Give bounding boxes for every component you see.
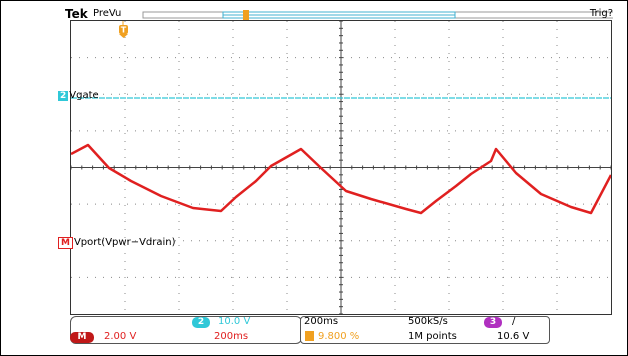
acquisition-mode: PreVu [93,8,122,19]
vertical-readout-panel [70,316,302,344]
sample-rate: 500kS/s [408,316,448,327]
ch2-label[interactable]: 2 Vgate [58,90,99,101]
svg-text:T: T [121,26,127,35]
trigger-status: Trig? [589,8,613,19]
ch2-scale: 10.0 V [218,316,251,327]
math-label[interactable]: M Vport(Vpwr−Vdrain) [58,237,176,249]
top-status-bar: Tek PreVu Trig? [65,7,613,22]
math-badge: M [58,237,73,249]
ch2-scale-chip[interactable]: 2 [192,317,210,328]
brand-logo: Tek [65,7,88,21]
ch2-badge: 2 [58,91,69,101]
math-name: Vport(Vpwr−Vdrain) [73,237,176,248]
trigger-position: 9.800 % [318,331,360,342]
trigger-source-chip[interactable]: 3 [484,317,502,328]
math-time-scale: 200ms [214,331,249,342]
record-trigger-marker [243,10,249,20]
math-scale: 2.00 V [104,331,137,342]
graticule [71,21,611,314]
record-view-bar[interactable] [65,10,613,22]
trigger-position-icon [305,331,314,341]
waveform-display[interactable] [70,20,612,315]
trigger-position-marker[interactable]: T [118,21,129,39]
timebase-scale: 200ms [304,316,339,327]
trigger-slope: / [512,316,516,327]
math-waveform [71,143,611,215]
record-length: 1M points [408,331,457,342]
trigger-level: 10.6 V [497,331,530,342]
ch2-name: Vgate [69,90,99,101]
math-scale-chip[interactable]: M [70,332,94,343]
horizontal-readout-panel [300,316,550,344]
